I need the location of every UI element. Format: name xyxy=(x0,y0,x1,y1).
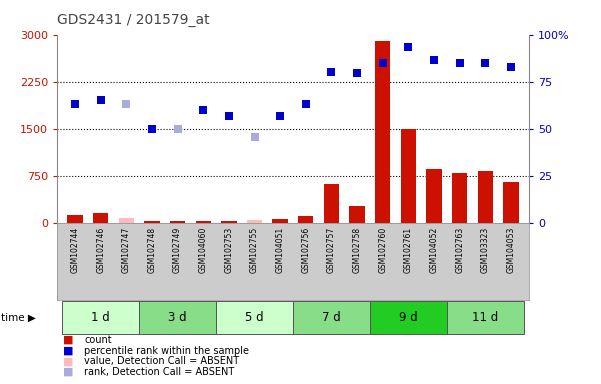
Bar xyxy=(144,222,160,223)
Text: GSM102756: GSM102756 xyxy=(301,227,310,273)
Text: value, Detection Call = ABSENT: value, Detection Call = ABSENT xyxy=(84,356,239,366)
Text: GSM102757: GSM102757 xyxy=(327,227,336,273)
Text: GSM104053: GSM104053 xyxy=(507,227,516,273)
Text: 1 d: 1 d xyxy=(91,311,110,324)
Bar xyxy=(298,217,314,223)
Text: GSM102744: GSM102744 xyxy=(70,227,79,273)
Text: ■: ■ xyxy=(63,346,73,356)
Text: GSM102755: GSM102755 xyxy=(250,227,259,273)
Bar xyxy=(195,221,211,223)
Text: GSM104052: GSM104052 xyxy=(430,227,439,273)
Bar xyxy=(349,206,365,223)
Bar xyxy=(426,169,442,223)
Bar xyxy=(247,220,262,223)
Bar xyxy=(170,222,185,223)
Text: GSM102748: GSM102748 xyxy=(147,227,156,273)
Bar xyxy=(63,301,139,334)
Text: GSM102746: GSM102746 xyxy=(96,227,105,273)
Bar xyxy=(93,214,108,223)
Bar xyxy=(221,221,237,223)
Bar xyxy=(118,218,134,223)
Bar xyxy=(503,182,519,223)
Text: GSM102758: GSM102758 xyxy=(353,227,362,273)
Bar xyxy=(293,301,370,334)
Text: time ▶: time ▶ xyxy=(1,313,36,323)
Bar xyxy=(324,184,339,223)
Bar xyxy=(370,301,447,334)
Text: ■: ■ xyxy=(63,367,73,377)
Bar xyxy=(478,170,493,223)
Text: ■: ■ xyxy=(63,356,73,366)
Text: GSM102747: GSM102747 xyxy=(122,227,131,273)
Text: 9 d: 9 d xyxy=(399,311,418,324)
Bar xyxy=(375,41,391,223)
Text: GDS2431 / 201579_at: GDS2431 / 201579_at xyxy=(57,13,210,27)
Text: GSM102760: GSM102760 xyxy=(378,227,387,273)
Text: count: count xyxy=(84,335,112,345)
Text: GSM104051: GSM104051 xyxy=(276,227,285,273)
Text: GSM102761: GSM102761 xyxy=(404,227,413,273)
Text: 3 d: 3 d xyxy=(168,311,187,324)
Bar xyxy=(67,215,83,223)
Text: GSM104060: GSM104060 xyxy=(199,227,208,273)
Text: GSM102763: GSM102763 xyxy=(455,227,464,273)
Bar xyxy=(139,301,216,334)
Text: 5 d: 5 d xyxy=(245,311,264,324)
Text: ■: ■ xyxy=(63,335,73,345)
Bar xyxy=(401,129,416,223)
Bar xyxy=(452,172,468,223)
Text: 11 d: 11 d xyxy=(472,311,498,324)
Bar xyxy=(447,301,523,334)
Text: GSM102753: GSM102753 xyxy=(224,227,233,273)
Text: GSM103323: GSM103323 xyxy=(481,227,490,273)
Text: rank, Detection Call = ABSENT: rank, Detection Call = ABSENT xyxy=(84,367,234,377)
Bar xyxy=(272,219,288,223)
Text: percentile rank within the sample: percentile rank within the sample xyxy=(84,346,249,356)
Text: GSM102749: GSM102749 xyxy=(173,227,182,273)
Text: 7 d: 7 d xyxy=(322,311,341,324)
Bar xyxy=(216,301,293,334)
